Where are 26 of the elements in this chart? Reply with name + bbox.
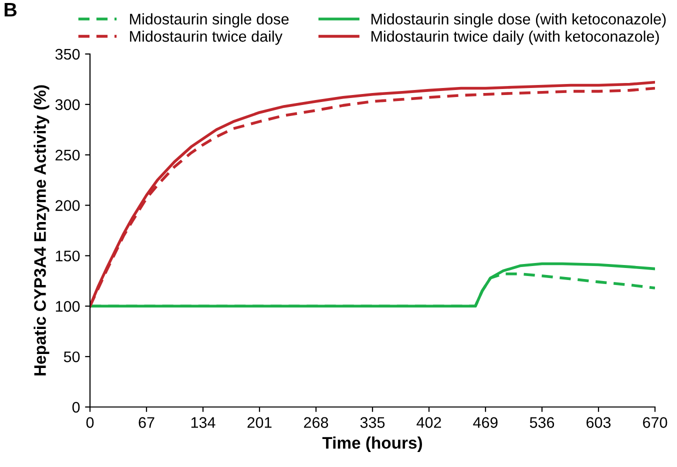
x-axis-title: Time (hours)	[322, 436, 422, 452]
y-axis-title: Hepatic CYP3A4 Enzyme Activity (%)	[34, 85, 50, 376]
x-tick-label: 134	[191, 417, 216, 428]
x-tick-label: 268	[304, 417, 328, 428]
x-tick-label: 603	[586, 417, 611, 428]
x-tick-label: 536	[530, 417, 554, 428]
x-tick-label: 670	[643, 417, 668, 428]
legend-label: Midostaurin twice daily (with ketoconazole)	[372, 30, 659, 45]
y-tick-label: 200	[56, 200, 80, 211]
y-tick-label: 50	[64, 351, 80, 362]
x-tick-label: 201	[248, 417, 272, 428]
text: B	[4, 3, 17, 16]
x-tick-label: 0	[86, 417, 94, 428]
y-tick-label: 350	[55, 48, 80, 60]
y-tick-label: 250	[56, 150, 80, 161]
x-tick-label: 402	[416, 417, 441, 428]
legend-label: Midostaurin twice daily	[130, 30, 282, 45]
x-tick-label: 335	[360, 417, 385, 428]
legend-label: Midostaurin single dose (with ketoconazole)	[372, 13, 666, 28]
y-tick-label: 100	[56, 301, 80, 312]
legend-label: Midostaurin single dose	[130, 13, 289, 28]
x-tick-label: 469	[473, 417, 498, 428]
y-tick-label: 300	[55, 99, 80, 110]
x-tick-label: 67	[138, 417, 154, 428]
y-tick-label: 0	[72, 402, 80, 413]
y-tick-label: 150	[56, 250, 80, 262]
